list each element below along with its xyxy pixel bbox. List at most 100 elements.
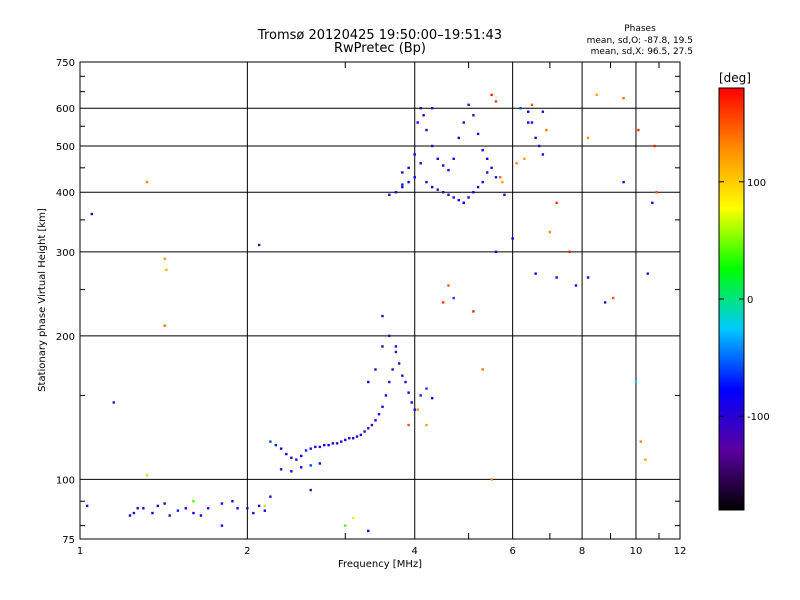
data-point <box>367 427 370 430</box>
data-point <box>419 394 422 397</box>
data-point <box>586 276 590 279</box>
data-point <box>416 408 419 411</box>
data-point <box>231 500 234 503</box>
data-point <box>603 301 607 304</box>
data-point <box>515 162 518 165</box>
data-point <box>436 188 439 191</box>
data-point <box>359 433 363 437</box>
data-point <box>128 514 132 517</box>
data-point <box>168 514 171 517</box>
plot-frame <box>79 61 681 540</box>
data-point <box>472 191 475 194</box>
data-point <box>485 171 489 174</box>
data-point <box>457 198 460 202</box>
data-point <box>220 502 224 505</box>
data-point <box>530 121 534 124</box>
data-point <box>269 495 272 498</box>
data-point <box>156 504 159 508</box>
data-point <box>452 157 455 161</box>
y-tick-label: 400 <box>56 188 75 199</box>
data-point <box>401 171 404 174</box>
colorbar-tick-label: -100 <box>747 412 770 423</box>
data-point <box>388 380 391 384</box>
data-point <box>523 157 526 161</box>
data-point <box>407 166 410 170</box>
data-point <box>481 180 484 184</box>
data-point <box>467 103 470 107</box>
data-point <box>363 430 366 433</box>
data-point <box>490 93 493 97</box>
chart-title: Tromsø 20120425 19:50:00–19:51:43 <box>257 28 502 43</box>
data-point <box>327 443 330 447</box>
data-point <box>351 516 355 520</box>
data-point <box>651 201 654 205</box>
data-point <box>441 191 445 194</box>
data-point <box>381 345 384 348</box>
data-point <box>263 504 267 508</box>
data-point <box>425 128 428 132</box>
data-point <box>441 301 445 304</box>
chart-subtitle: RwPretec (Bp) <box>334 41 426 56</box>
data-point <box>457 136 460 140</box>
data-point <box>192 500 195 503</box>
phase-x-stats: mean, sd,X: 96.5, 27.5 <box>591 47 693 57</box>
data-point <box>269 440 272 443</box>
data-point <box>413 176 416 179</box>
data-point <box>381 314 384 318</box>
y-tick-label: 750 <box>56 58 75 69</box>
data-point <box>472 114 475 117</box>
data-point <box>634 380 638 384</box>
data-point <box>494 100 498 103</box>
data-point <box>279 447 283 450</box>
data-point <box>355 435 359 438</box>
data-point <box>555 276 558 279</box>
data-point <box>595 93 598 97</box>
data-point <box>394 345 398 348</box>
data-point <box>538 144 541 148</box>
data-point <box>370 423 374 427</box>
data-point <box>285 452 288 456</box>
data-point <box>323 443 326 447</box>
data-point <box>318 445 322 449</box>
data-point <box>404 380 407 384</box>
y-tick-label: 500 <box>56 142 75 153</box>
colorbar-label: [deg] <box>719 71 751 85</box>
data-point <box>257 243 261 247</box>
data-point <box>413 408 416 411</box>
data-point <box>176 509 180 512</box>
data-point <box>331 442 335 445</box>
data-point <box>481 148 484 152</box>
data-point <box>163 502 166 505</box>
data-point <box>199 514 203 517</box>
data-point <box>192 511 195 515</box>
data-point <box>555 201 558 205</box>
data-point <box>401 183 404 186</box>
data-point <box>136 507 139 510</box>
x-axis-label: Frequency [MHz] <box>338 559 422 570</box>
data-point <box>419 107 422 110</box>
y-axis-label: Stationary phase Virtual Height [km] <box>37 208 48 392</box>
x-tick-label: 4 <box>412 546 418 557</box>
data-point <box>494 176 498 179</box>
data-point <box>184 507 188 510</box>
y-tick-label: 100 <box>56 475 75 486</box>
data-point <box>441 164 445 167</box>
data-point <box>410 401 413 404</box>
data-point <box>90 212 93 216</box>
x-tick-label: 2 <box>244 546 250 557</box>
data-point <box>490 478 493 481</box>
data-point <box>425 423 428 427</box>
colorbar-ticks: 100 0 -100 <box>719 178 770 423</box>
data-point <box>206 507 210 510</box>
data-point <box>639 440 642 443</box>
data-point <box>295 458 298 461</box>
data-point <box>419 162 422 165</box>
data-point <box>430 185 434 189</box>
data-point <box>388 334 391 338</box>
data-point <box>447 193 450 197</box>
data-point <box>490 166 493 170</box>
data-point <box>430 396 434 400</box>
data-point <box>145 180 149 184</box>
x-tick-label: 8 <box>579 546 585 557</box>
